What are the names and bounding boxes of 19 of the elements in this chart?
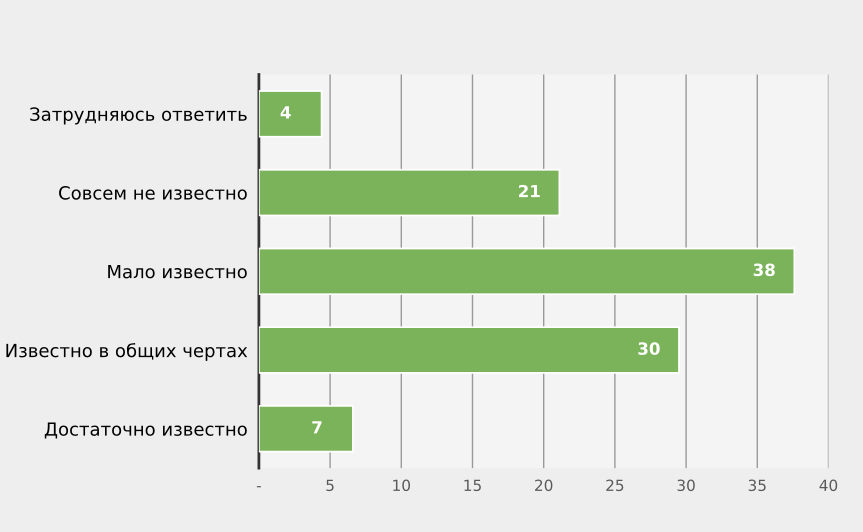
x-tick-label: 15 [464, 480, 481, 492]
x-tick-label: 20 [535, 480, 552, 492]
y-tick-label: Мало известно [108, 265, 247, 278]
x-tick-label: 35 [748, 480, 766, 492]
data-label: 7 [312, 421, 322, 434]
x-tick-label: 10 [393, 480, 410, 492]
data-label: 38 [754, 264, 775, 276]
y-tick-label: Достаточно известно [44, 422, 247, 438]
x-tick-label: 5 [326, 480, 334, 492]
x-tick-label: 30 [678, 480, 695, 492]
x-tick-label: - [256, 486, 261, 488]
data-label: 21 [519, 184, 540, 198]
data-label: 4 [280, 106, 291, 118]
x-tick-label: 40 [820, 480, 838, 492]
y-tick-label: Затрудняюсь ответить [30, 107, 247, 124]
x-tick-label: 25 [606, 480, 624, 492]
data-label: 30 [638, 342, 660, 355]
y-tick-label: Совсем не известно [59, 186, 247, 200]
y-tick-label: Известно в общих чертах [6, 343, 248, 361]
